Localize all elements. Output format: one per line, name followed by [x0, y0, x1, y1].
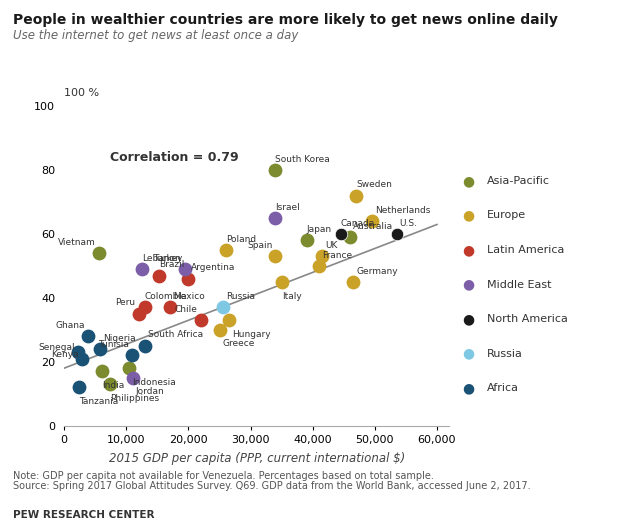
Point — [223, 316, 234, 325]
Text: Use the internet to get news at least once a day: Use the internet to get news at least on… — [13, 29, 299, 42]
Text: Africa: Africa — [487, 384, 519, 393]
Point — [196, 316, 206, 325]
Text: ●: ● — [462, 312, 474, 326]
Point — [336, 230, 346, 238]
X-axis label: 2015 GDP per capita (PPP, current international $): 2015 GDP per capita (PPP, current intern… — [108, 452, 405, 464]
Text: North America: North America — [487, 314, 568, 324]
Point — [314, 262, 324, 270]
Point — [127, 373, 137, 382]
Text: Correlation = 0.79: Correlation = 0.79 — [110, 151, 239, 164]
Text: Note: GDP per capita not available for Venezuela. Percentages based on total sam: Note: GDP per capita not available for V… — [13, 471, 434, 481]
Text: Argentina: Argentina — [191, 263, 236, 272]
Point — [317, 252, 327, 261]
Text: Hungary: Hungary — [232, 330, 270, 339]
Point — [183, 275, 193, 283]
Point — [218, 303, 228, 312]
Point — [140, 342, 150, 350]
Text: ●: ● — [462, 381, 474, 395]
Text: ●: ● — [462, 347, 474, 361]
Text: Israel: Israel — [275, 203, 300, 212]
Text: Mexico: Mexico — [173, 292, 205, 301]
Point — [74, 383, 84, 392]
Point — [180, 265, 191, 273]
Text: Philippines: Philippines — [110, 394, 159, 403]
Text: Canada: Canada — [341, 219, 375, 228]
Point — [351, 192, 361, 200]
Point — [97, 367, 107, 376]
Text: Ghana: Ghana — [55, 321, 85, 330]
Text: UK: UK — [325, 241, 338, 250]
Text: Tanzania: Tanzania — [79, 397, 118, 406]
Text: ●: ● — [462, 174, 474, 188]
Text: Netherlands: Netherlands — [375, 206, 430, 215]
Text: Europe: Europe — [487, 211, 526, 220]
Text: Latin America: Latin America — [487, 245, 564, 255]
Point — [270, 214, 281, 222]
Text: Kenya: Kenya — [51, 350, 79, 359]
Point — [270, 252, 281, 261]
Point — [125, 364, 135, 372]
Text: Brazil: Brazil — [159, 260, 184, 269]
Text: South Africa: South Africa — [148, 330, 204, 339]
Text: Italy: Italy — [282, 292, 301, 301]
Point — [73, 348, 83, 356]
Text: People in wealthier countries are more likely to get news online daily: People in wealthier countries are more l… — [13, 13, 558, 27]
Point — [77, 354, 87, 363]
Point — [221, 246, 231, 254]
Text: ●: ● — [462, 278, 474, 292]
Point — [301, 236, 311, 245]
Point — [94, 345, 105, 353]
Text: Sweden: Sweden — [356, 180, 392, 189]
Text: France: France — [322, 251, 352, 260]
Text: ●: ● — [462, 209, 474, 222]
Point — [94, 249, 104, 257]
Point — [214, 326, 225, 334]
Point — [134, 310, 144, 318]
Text: Indonesia: Indonesia — [132, 378, 177, 387]
Text: U.S.: U.S. — [400, 219, 418, 228]
Text: Peru: Peru — [116, 298, 135, 307]
Point — [367, 217, 377, 226]
Text: Russia: Russia — [226, 292, 255, 301]
Text: Nigeria: Nigeria — [103, 334, 135, 343]
Text: Greece: Greece — [223, 339, 255, 348]
Text: South Korea: South Korea — [275, 155, 330, 164]
Text: Spain: Spain — [247, 241, 272, 250]
Text: Senegal: Senegal — [39, 343, 75, 352]
Point — [105, 380, 116, 388]
Text: ●: ● — [462, 243, 474, 257]
Text: Colombia: Colombia — [145, 292, 187, 301]
Point — [277, 278, 287, 286]
Text: Asia-Pacific: Asia-Pacific — [487, 176, 550, 186]
Text: Middle East: Middle East — [487, 280, 551, 289]
Text: PEW RESEARCH CENTER: PEW RESEARCH CENTER — [13, 510, 154, 520]
Text: Turkey: Turkey — [153, 254, 182, 263]
Point — [345, 233, 355, 242]
Text: Source: Spring 2017 Global Attitudes Survey. Q69. GDP data from the World Bank, : Source: Spring 2017 Global Attitudes Sur… — [13, 481, 530, 492]
Text: Tunisia: Tunisia — [98, 340, 129, 349]
Point — [137, 265, 147, 273]
Point — [270, 166, 281, 174]
Text: Lebanon: Lebanon — [142, 254, 180, 263]
Text: Australia: Australia — [353, 222, 393, 231]
Text: Jordan: Jordan — [135, 387, 164, 396]
Text: Vietnam: Vietnam — [58, 238, 96, 247]
Text: Germany: Germany — [356, 267, 398, 276]
Point — [126, 351, 137, 360]
Point — [153, 271, 164, 280]
Text: Poland: Poland — [226, 235, 256, 244]
Text: Russia: Russia — [487, 349, 523, 359]
Point — [392, 230, 402, 238]
Point — [348, 278, 358, 286]
Text: India: India — [102, 381, 125, 390]
Point — [165, 303, 175, 312]
Text: Chile: Chile — [175, 305, 198, 314]
Point — [140, 303, 150, 312]
Text: 100 %: 100 % — [64, 88, 100, 98]
Point — [83, 332, 93, 340]
Text: Japan: Japan — [306, 225, 332, 234]
